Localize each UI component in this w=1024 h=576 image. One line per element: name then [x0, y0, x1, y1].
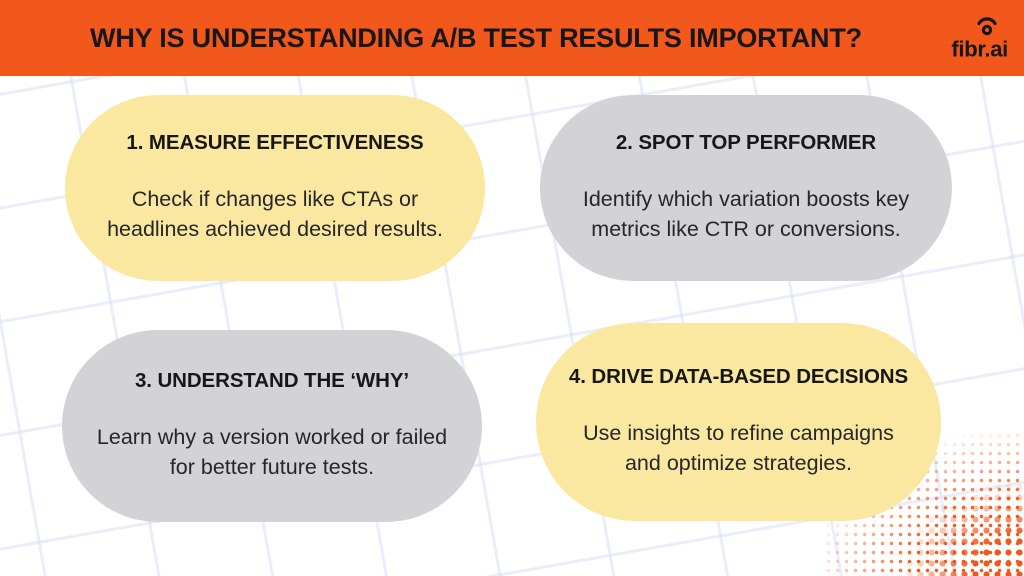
card-title: 4. DRIVE DATA-BASED DECISIONS [568, 365, 909, 389]
card-body: Use insights to refine campaigns and opt… [583, 421, 894, 475]
card-title: 2. SPOT TOP PERFORMER [615, 131, 877, 155]
card-title: 1. MEASURE EFFECTIVENESS [126, 131, 424, 155]
halftone-dots-pattern-corner [904, 481, 1024, 576]
page-title: WHY IS UNDERSTANDING A/B TEST RESULTS IM… [90, 22, 862, 53]
fibr-logo: fibr.ai [951, 16, 1008, 61]
card-title: 3. UNDERSTAND THE ‘WHY’ [134, 369, 410, 393]
card-drive-data-based-decisions: 4. DRIVE DATA-BASED DECISIONS Use insigh… [536, 323, 941, 521]
card-spot-top-performer: 2. SPOT TOP PERFORMER Identify which var… [540, 95, 952, 281]
header-bar: WHY IS UNDERSTANDING A/B TEST RESULTS IM… [0, 0, 1024, 76]
card-understand-the-why: 3. UNDERSTAND THE ‘WHY’ Learn why a vers… [62, 330, 482, 522]
card-body: Check if changes like CTAs or headlines … [107, 187, 443, 241]
card-body: Learn why a version worked or failed for… [96, 425, 448, 479]
fibr-logo-text: fibr.ai [951, 36, 1008, 62]
card-measure-effectiveness: 1. MEASURE EFFECTIVENESS Check if change… [65, 95, 485, 281]
card-body: Identify which variation boosts key metr… [582, 187, 910, 241]
fibr-broadcast-icon [977, 17, 997, 36]
